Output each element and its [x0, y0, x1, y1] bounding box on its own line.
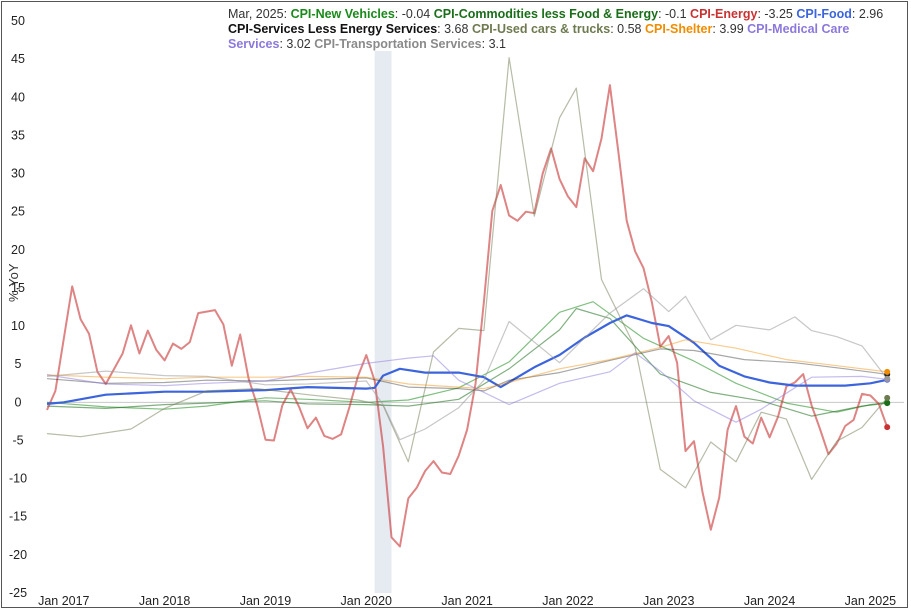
legend-series-value: 3.99	[719, 22, 744, 36]
x-tick-label: Jan 2022	[542, 594, 593, 608]
legend: Mar, 2025: CPI-New Vehicles: -0.04 CPI-C…	[228, 7, 888, 52]
y-tick-label: 15	[11, 281, 25, 295]
legend-item: CPI-Commodities less Food & Energy: -0.1	[433, 7, 687, 21]
recession-band	[374, 51, 392, 593]
y-tick-label: 5	[15, 357, 22, 371]
y-tick-label: 30	[11, 167, 25, 181]
series-line-2	[46, 84, 889, 548]
series-line-8	[46, 288, 888, 441]
legend-series-value: 3.1	[488, 37, 506, 51]
y-tick-label: 50	[11, 14, 25, 28]
x-tick-label: Jan 2018	[139, 594, 190, 608]
legend-series-name: CPI-New Vehicles	[290, 7, 395, 21]
legend-series-value: 3.02	[286, 37, 311, 51]
series-end-dot-5	[884, 394, 891, 401]
legend-series-value: 3.68	[444, 22, 469, 36]
series-lines	[46, 56, 889, 548]
x-tick-label: Jan 2021	[441, 594, 492, 608]
legend-series-value: -0.1	[665, 7, 687, 21]
series-end-dot-1	[884, 400, 891, 407]
legend-item: CPI-Used cars & trucks: 0.58	[471, 22, 642, 36]
series-end-dot-6	[884, 368, 891, 375]
y-tick-label: -20	[9, 548, 27, 562]
legend-series-value: 2.96	[858, 7, 884, 21]
legend-series-name: CPI-Energy	[690, 7, 758, 21]
y-tick-label: 10	[11, 319, 25, 333]
series-line-7	[46, 352, 888, 423]
series-line-6	[46, 339, 888, 390]
y-tick-label: -15	[9, 510, 27, 524]
y-tick-label: 40	[11, 90, 25, 104]
series-end-dot-8	[884, 375, 891, 382]
legend-item: CPI-New Vehicles: -0.04	[290, 7, 431, 21]
y-tick-label: 35	[11, 128, 25, 142]
legend-series-name: CPI-Medical Care Services	[228, 22, 850, 51]
y-tick-label: -10	[9, 472, 27, 486]
legend-series-name: CPI-Commodities less Food & Energy	[433, 7, 659, 21]
x-tick-label: Jan 2019	[240, 594, 291, 608]
legend-series-name: CPI-Food	[796, 7, 852, 21]
legend-item: CPI-Energy: -3.25	[690, 7, 793, 21]
x-tick-label: Jan 2024	[744, 594, 795, 608]
x-axis-ticks: Jan 2017 Jan 2018 Jan 2019 Jan 2020 Jan 2021…	[38, 594, 896, 608]
y-axis-label: %,YoY	[6, 263, 21, 302]
series-end-dots	[884, 368, 891, 431]
legend-series-name: CPI-Used cars & trucks	[471, 22, 611, 36]
series-line-5	[46, 56, 888, 489]
legend-item: CPI-Food: 2.96	[796, 7, 884, 21]
legend-series-name: CPI-Services Less Energy Services	[228, 22, 438, 36]
x-tick-label: Jan 2020	[341, 594, 392, 608]
series-line-0	[46, 301, 888, 413]
y-tick-label: 0	[15, 395, 22, 409]
legend-item: CPI-Medical Care Services: 3.02	[228, 22, 850, 51]
y-tick-label: 45	[11, 52, 25, 66]
y-tick-label: -25	[9, 586, 27, 600]
x-tick-label: Jan 2017	[38, 594, 89, 608]
legend-item: CPI-Services Less Energy Services: 3.68	[228, 22, 469, 36]
legend-series-name: CPI-Transportation Services	[314, 37, 482, 51]
series-end-dot-2	[884, 424, 891, 431]
y-tick-label: -5	[12, 433, 23, 447]
series-line-1	[46, 307, 888, 417]
legend-series-name: CPI-Shelter	[644, 22, 713, 36]
legend-item: CPI-Transportation Services: 3.1	[314, 37, 506, 51]
legend-series-value: -0.04	[401, 7, 431, 21]
legend-series-value: -3.25	[764, 7, 793, 21]
y-tick-label: 25	[11, 205, 25, 219]
x-tick-label: Jan 2025	[845, 594, 896, 608]
legend-item: CPI-Shelter: 3.99	[644, 22, 744, 36]
legend-series-value: 0.58	[617, 22, 642, 36]
x-tick-label: Jan 2023	[643, 594, 694, 608]
legend-date: Mar, 2025:	[228, 7, 288, 21]
series-line-4	[46, 348, 888, 392]
y-axis-ticks: -25 -20 -15 -10 -5 0 5 10 15 20 25 30 35 40 45 50	[9, 14, 27, 600]
y-tick-label: 20	[11, 243, 25, 257]
